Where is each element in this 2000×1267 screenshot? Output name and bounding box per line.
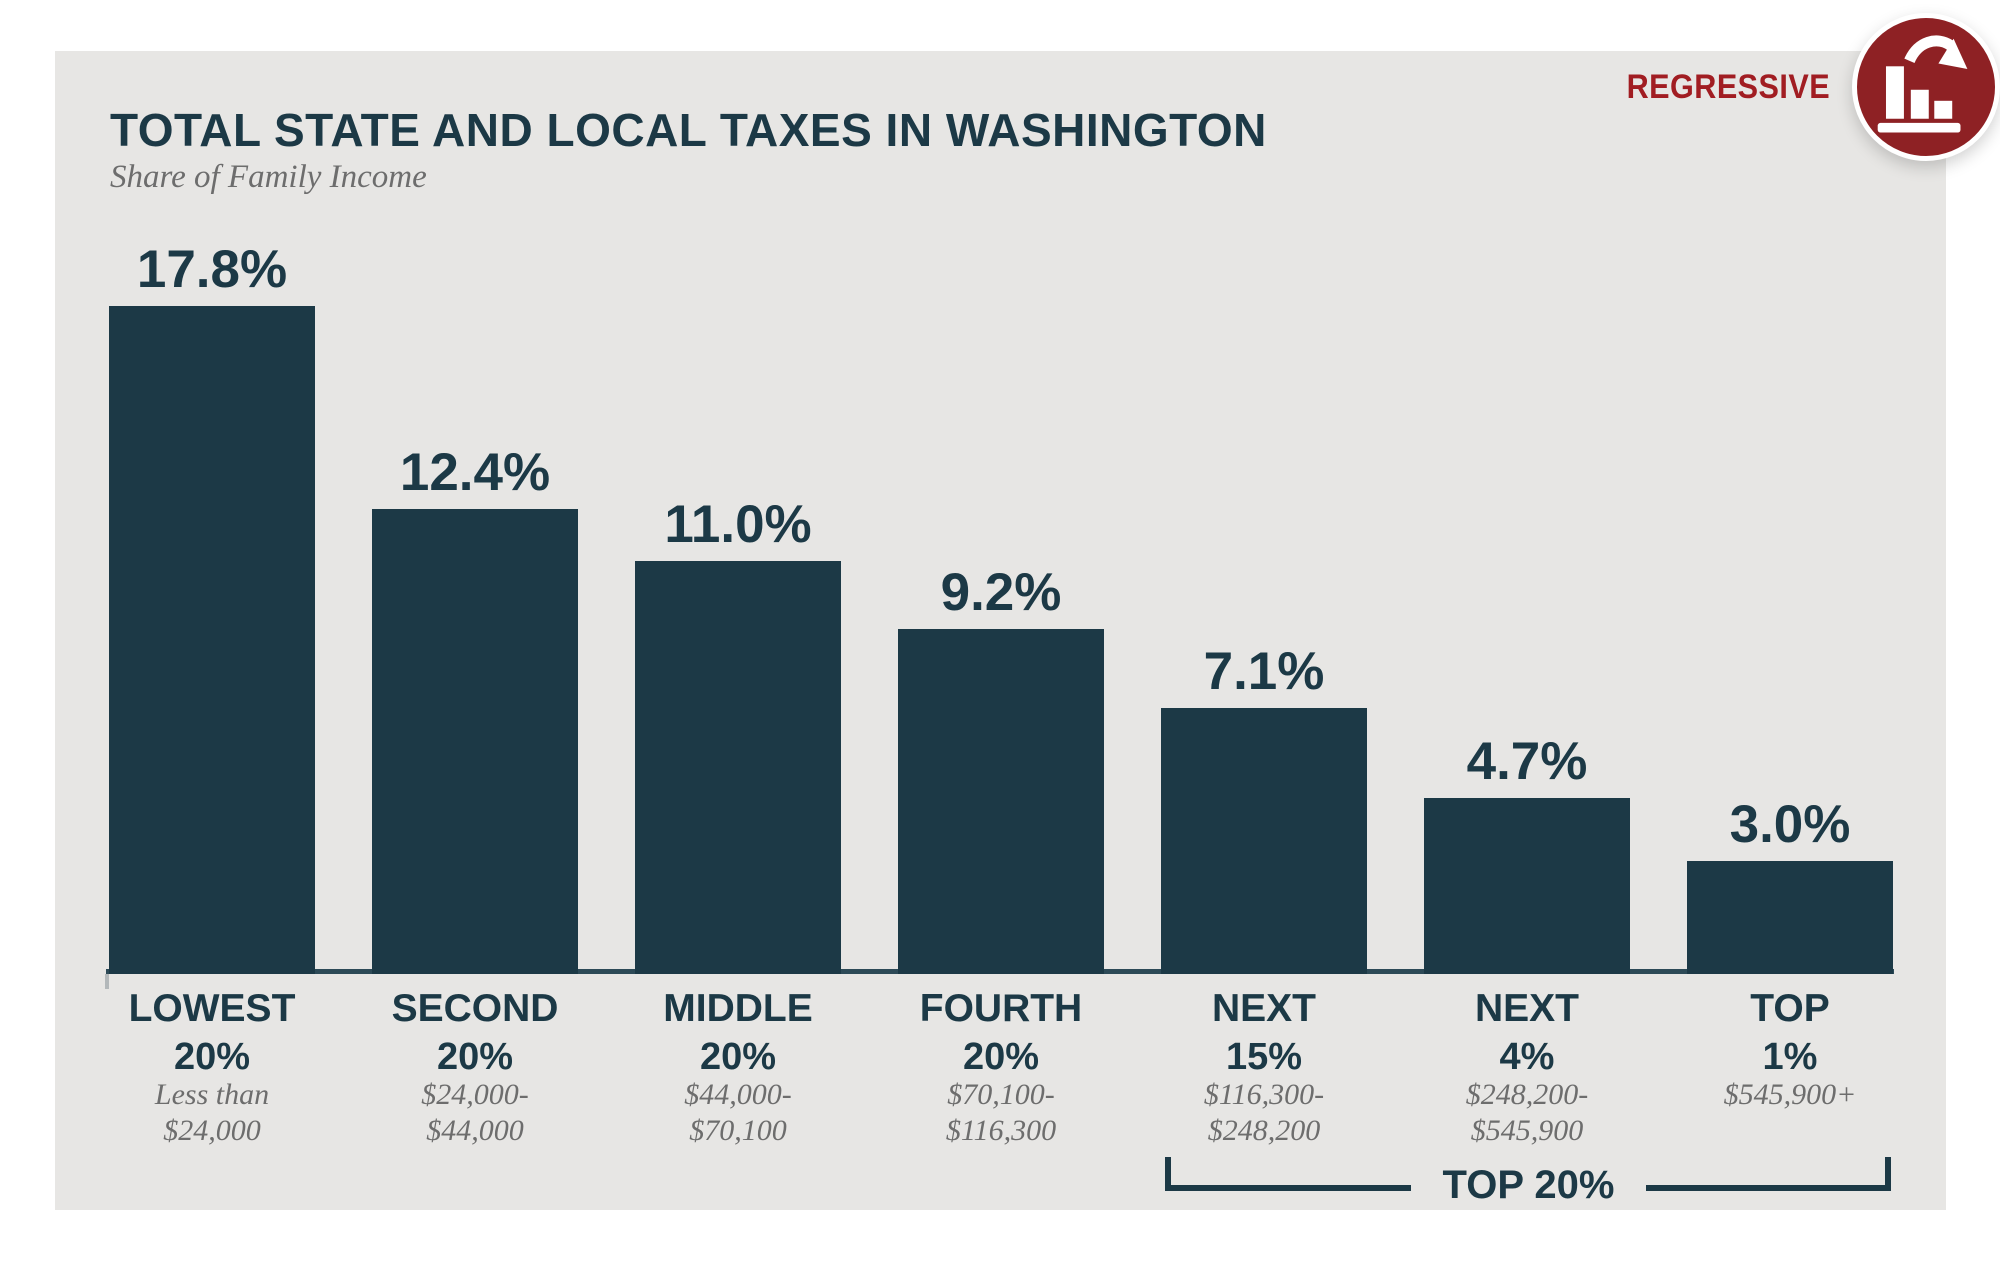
income-range-line: $116,300 [945, 1114, 1057, 1147]
bar [109, 306, 315, 974]
category-name: TOP [1750, 987, 1830, 1030]
income-range-line: $70,100 [689, 1114, 787, 1147]
category-percent: 20% [436, 1036, 514, 1078]
bracket-right-stub [1885, 1157, 1891, 1191]
income-range-line: $248,200 [1207, 1114, 1321, 1147]
income-range-line: $545,900+ [1723, 1078, 1857, 1111]
bar-chart: 17.8% LOWEST 20% Less than $24,000 12.4% SECON… [55, 51, 1946, 1210]
income-range-line: $44,000 [426, 1114, 524, 1147]
regressive-badge [1852, 13, 2000, 161]
bar-value-label: 11.0% [664, 495, 812, 554]
income-range-line: $24,000- [421, 1078, 529, 1111]
category-percent: 20% [699, 1036, 777, 1078]
category-percent: 1% [1762, 1036, 1818, 1078]
regressive-tag: REGRESSIVE [1626, 68, 1830, 106]
bracket-line-right [1646, 1185, 1885, 1191]
category-name: SECOND [391, 987, 559, 1030]
bar [372, 509, 578, 974]
chart-panel: TOTAL STATE AND LOCAL TAXES IN WASHINGTO… [55, 51, 1946, 1210]
income-range-line: $24,000 [163, 1114, 261, 1147]
income-range: $248,200- $545,900 [1424, 1077, 1630, 1149]
income-range-line: $116,300- [1203, 1078, 1325, 1111]
income-range: $545,900+ [1687, 1077, 1893, 1113]
declining-bar-chart-icon [1877, 35, 1968, 133]
bar-value-label: 3.0% [1729, 795, 1851, 854]
bar [1161, 708, 1367, 974]
bar-value-label: 7.1% [1203, 642, 1325, 701]
income-range-line: Less than [154, 1078, 270, 1111]
income-range: Less than $24,000 [109, 1077, 315, 1149]
bar-value-label: 17.8% [136, 240, 288, 299]
category-percent: 15% [1225, 1036, 1303, 1078]
bar-value-label: 12.4% [399, 443, 551, 502]
chart-subtitle: Share of Family Income [110, 159, 427, 195]
income-range-line: $248,200- [1465, 1078, 1589, 1111]
bar-value-label: 4.7% [1466, 732, 1588, 791]
top-20-label: TOP 20% [1442, 1163, 1615, 1207]
income-range: $116,300- $248,200 [1161, 1077, 1367, 1149]
bracket-line-left [1171, 1185, 1411, 1191]
bar-value-label: 9.2% [940, 563, 1062, 622]
top-20-bracket: TOP 20% [1165, 1157, 1891, 1205]
category-name: FOURTH [919, 987, 1083, 1030]
category-name: LOWEST [128, 987, 296, 1030]
category-name: NEXT [1474, 987, 1579, 1030]
bar [1687, 861, 1893, 974]
income-range-line: $70,100- [947, 1078, 1055, 1111]
bar [898, 629, 1104, 974]
income-range: $24,000- $44,000 [372, 1077, 578, 1149]
category-percent: 20% [962, 1036, 1040, 1078]
category-percent: 20% [173, 1036, 251, 1078]
bar [635, 561, 841, 974]
category-percent: 4% [1499, 1036, 1555, 1078]
income-range-line: $44,000- [684, 1078, 792, 1111]
income-range-line: $545,900 [1470, 1114, 1584, 1147]
x-axis-left-tick [105, 974, 109, 989]
category-name: NEXT [1211, 987, 1316, 1030]
bracket-left-stub [1165, 1157, 1171, 1191]
chart-title: TOTAL STATE AND LOCAL TAXES IN WASHINGTO… [110, 104, 1267, 156]
income-range: $44,000- $70,100 [635, 1077, 841, 1149]
income-range: $70,100- $116,300 [898, 1077, 1104, 1149]
bar [1424, 798, 1630, 974]
category-name: MIDDLE [663, 987, 813, 1030]
